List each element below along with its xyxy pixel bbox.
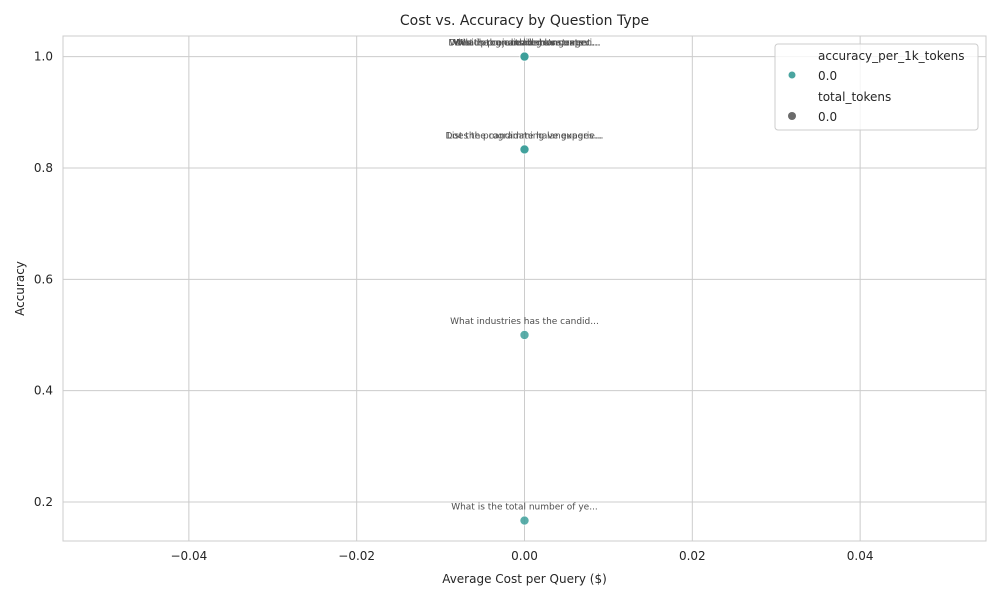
y-tick-labels: 0.2 0.4 0.6 0.8 1.0: [34, 50, 53, 509]
point-label: What programming language...: [454, 39, 595, 49]
x-axis-label: Average Cost per Query ($): [442, 572, 607, 586]
point-label: What is the total number of ye...: [451, 503, 598, 513]
plot-frame: [62, 35, 987, 542]
point-label: Which projects demonstrate...: [457, 39, 593, 49]
y-tick-label: 1.0: [34, 50, 53, 64]
y-axis-label: Accuracy: [13, 261, 27, 316]
legend-title-accuracy: accuracy_per_1k_tokens: [818, 49, 964, 63]
data-point: [519, 330, 530, 340]
legend-label-accuracy: 0.0: [818, 69, 837, 83]
legend: accuracy_per_1k_tokens 0.0 total_tokens …: [774, 43, 979, 131]
point-label: Does the candidate have experie...: [446, 131, 604, 141]
data-points: [519, 51, 530, 526]
x-tick-label: 0.02: [679, 549, 706, 563]
legend-title-tokens: total_tokens: [818, 90, 891, 104]
point-annotations: Which projects demonstrate...What progra…: [446, 39, 604, 513]
legend-box: [774, 43, 979, 131]
legend-marker-tokens: [788, 112, 796, 120]
x-tick-label: 0.04: [847, 549, 874, 563]
y-tick-label: 0.2: [34, 495, 53, 509]
legend-label-tokens: 0.0: [818, 110, 837, 124]
legend-marker-accuracy: [788, 71, 796, 79]
data-point: [519, 51, 530, 62]
x-tick-label: −0.04: [170, 549, 207, 563]
point-label: Does the candidate have experi...: [448, 39, 600, 49]
data-point: [519, 144, 530, 155]
chart-title: Cost vs. Accuracy by Question Type: [400, 13, 649, 29]
point-label: What industries has the candid...: [450, 317, 599, 327]
x-tick-label: 0.00: [511, 549, 538, 563]
y-tick-label: 0.4: [34, 384, 53, 398]
data-point: [519, 515, 530, 526]
x-tick-labels: −0.04 −0.02 0.00 0.02 0.04: [170, 549, 873, 563]
y-tick-label: 0.8: [34, 161, 53, 175]
x-tick-label: −0.02: [338, 549, 375, 563]
y-tick-label: 0.6: [34, 272, 53, 286]
point-label: List the programming languages...: [447, 131, 602, 141]
point-label: What is the candidate's current...: [450, 39, 600, 49]
